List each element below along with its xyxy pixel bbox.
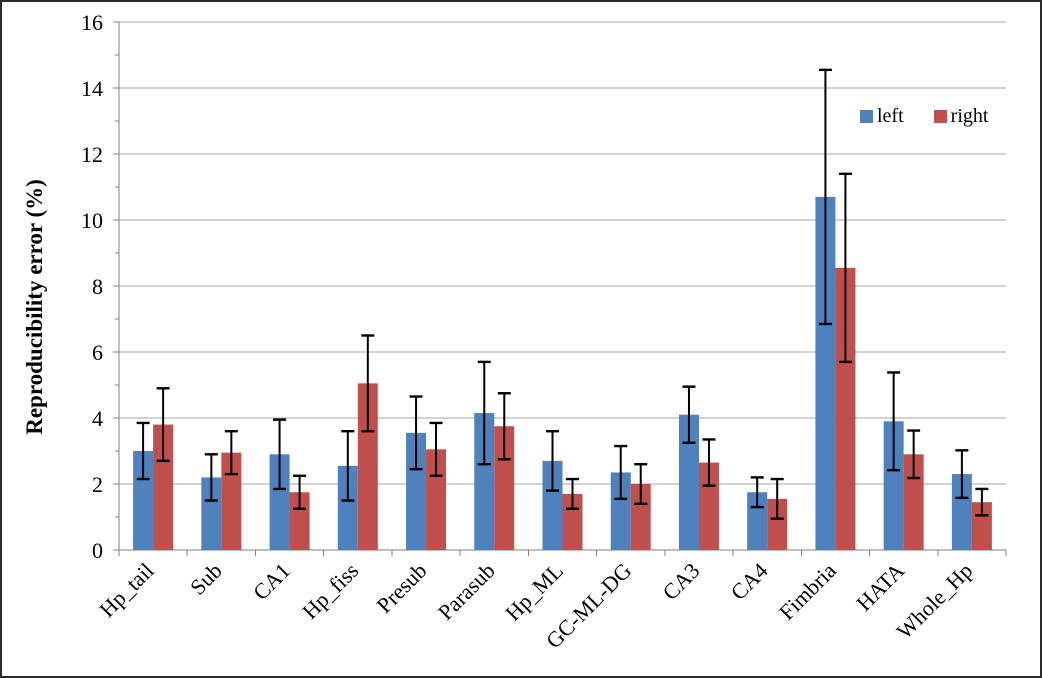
errorbar-left-Parasub [477,360,491,466]
bar-right-Parasub [494,426,515,550]
y-tick-label-6: 6 [92,340,103,365]
legend-swatch-left-icon [860,109,873,123]
errorbar-right-Parasub [497,392,511,461]
y-tick-label-2: 2 [92,472,103,497]
bar-right-Presub [426,449,447,550]
errorbar-left-CA1 [273,418,287,491]
bar-right-Hp_tail [153,424,174,550]
y-tick-label-14: 14 [81,76,103,101]
bar-left-Hp_fiss [337,465,358,550]
errorbar-right-CA1 [293,474,307,510]
bar-left-Sub [201,477,222,550]
errorbar-left-Hp_tail [136,421,150,481]
errorbar-right-Fimbria [838,172,852,364]
errorbar-left-Sub [204,453,218,502]
legend-label-right: right [950,105,989,127]
y-tick-label-0: 0 [92,538,103,563]
errorbar-left-Hp_ML [546,430,559,492]
legend: left right [860,106,988,126]
x-label-Fimbria: Fimbria [774,558,841,625]
bar-left-Parasub [474,413,495,550]
bar-left-HATA [883,421,904,550]
x-label-CA3: CA3 [657,558,704,605]
errorbar-left-Presub [409,395,423,471]
errorbar-left-CA3 [682,385,696,444]
x-label-CA4: CA4 [726,558,773,605]
x-label-HATA: HATA [851,558,909,616]
y-tick-label-8: 8 [92,274,103,299]
errorbar-right-Hp_ML [566,477,579,510]
bar-left-CA3 [678,414,699,550]
errorbar-right-Hp_fiss [361,334,375,433]
y-tick-label-4: 4 [92,406,103,431]
bar-right-CA4 [767,498,788,550]
x-label-Presub: Presub [372,558,432,618]
legend-label-left: left [877,105,904,127]
bar-right-CA1 [289,492,310,550]
bar-left-CA1 [269,454,290,550]
bar-right-Sub [221,452,242,550]
bar-left-Hp_ML [542,460,563,550]
x-label-Parasub: Parasub [433,558,500,625]
errorbar-left-CA4 [750,476,764,509]
y-tick-label-12: 12 [81,142,103,167]
bar-right-CA3 [698,462,719,550]
errorbar-left-HATA [887,371,901,472]
bar-left-Presub [406,432,427,550]
errorbar-right-GC-ML-DG [634,463,648,505]
y-tick-label-16: 16 [81,10,103,35]
bar-left-Whole_Hp [951,474,972,550]
legend-item-left: left [860,106,904,126]
errorbar-right-Presub [429,421,443,477]
errorbar-left-GC-ML-DG [614,444,628,501]
errorbar-right-Whole_Hp [975,487,989,517]
x-label-Hp_fiss: Hp_fiss [297,558,363,624]
x-label-Hp_ML: Hp_ML [500,558,568,626]
legend-item-right: right [933,105,989,127]
bar-right-Fimbria [835,267,856,550]
errorbar-right-Hp_tail [156,387,170,463]
y-tick-label-10: 10 [81,208,103,233]
x-label-Sub: Sub [185,558,227,600]
x-label-Hp_tail: Hp_tail [94,558,158,622]
errorbar-left-Hp_fiss [341,430,355,502]
bar-left-Hp_tail [133,451,154,550]
x-label-CA1: CA1 [248,558,295,605]
errorbar-left-Fimbria [818,68,832,326]
bar-right-Hp_fiss [357,383,378,550]
errorbar-right-Sub [224,430,238,476]
legend-swatch-right-icon [933,109,947,123]
errorbar-right-CA4 [770,477,784,520]
errorbar-right-CA3 [702,438,716,487]
bar-left-GC-ML-DG [610,472,631,550]
bar-right-GC-ML-DG [630,484,651,550]
errorbar-right-HATA [907,429,921,480]
bar-right-Whole_Hp [971,502,992,550]
bar-left-Fimbria [815,196,836,550]
errorbar-left-Whole_Hp [955,449,969,500]
